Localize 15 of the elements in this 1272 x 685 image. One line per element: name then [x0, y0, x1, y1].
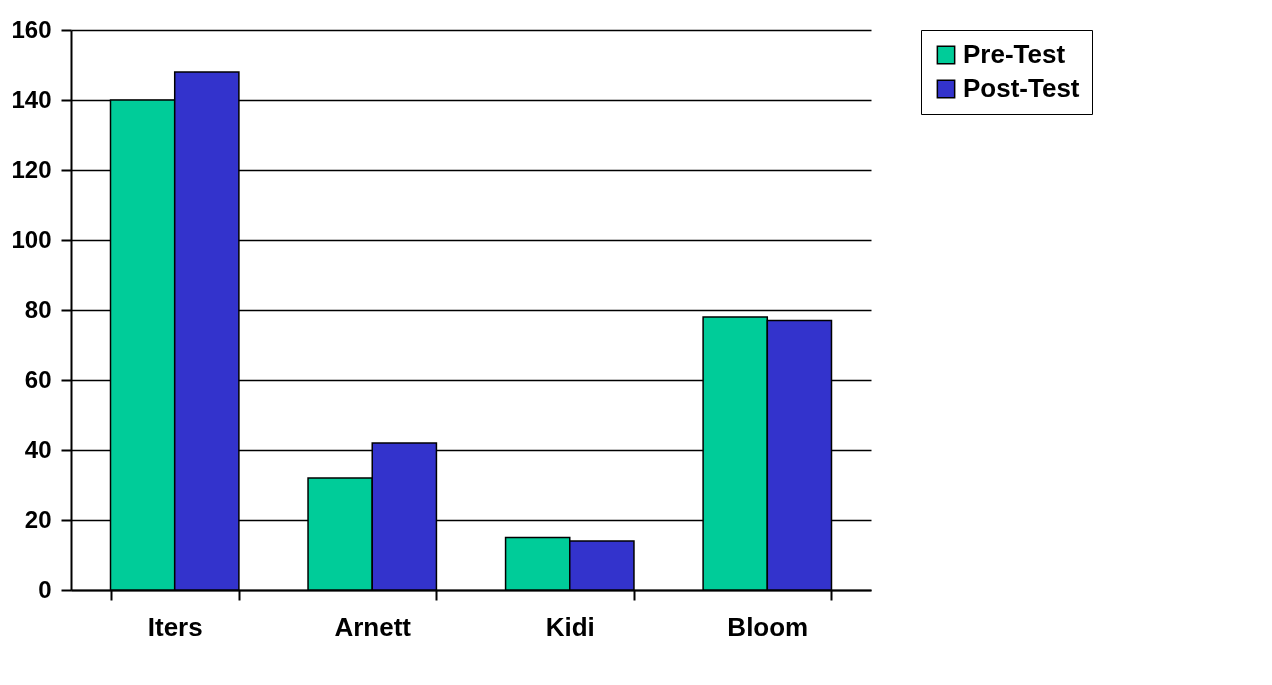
x-tick-label: Kidi — [545, 611, 595, 642]
y-tick-label: 0 — [38, 575, 52, 603]
legend-label: Post-Test — [963, 73, 1080, 103]
y-tick-label: 100 — [11, 225, 52, 253]
y-tick-label: 80 — [24, 295, 52, 323]
y-tick-label: 120 — [11, 155, 52, 183]
x-tick-label: Bloom — [727, 611, 809, 642]
legend-label: Pre-Test — [963, 39, 1066, 69]
y-tick-label: 140 — [11, 85, 52, 113]
y-tick-label: 60 — [24, 365, 52, 393]
x-tick-label: Arnett — [334, 611, 412, 642]
y-tick-label: 40 — [24, 435, 52, 463]
y-tick-label: 20 — [24, 505, 52, 533]
x-tick-label: Iters — [147, 611, 203, 642]
y-tick-label: 160 — [11, 15, 52, 43]
